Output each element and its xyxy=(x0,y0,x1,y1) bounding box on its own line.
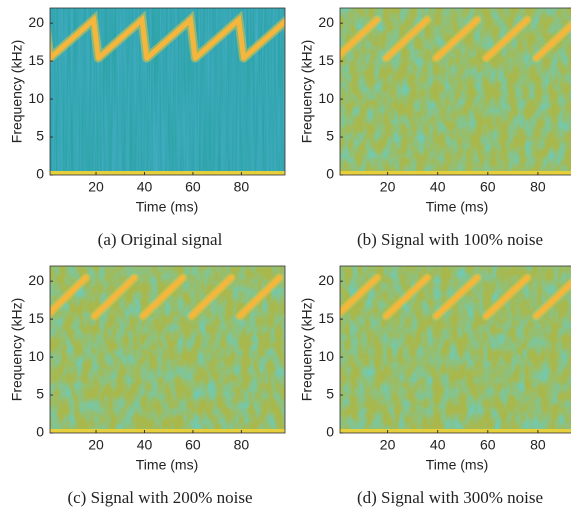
x-tick-label: 40 xyxy=(137,179,153,195)
y-tick-label: 20 xyxy=(28,14,44,30)
plot-frame xyxy=(339,7,571,176)
chirp xyxy=(340,275,571,319)
y-tick-label: 5 xyxy=(36,386,44,402)
y-axis-label: Frequency (kHz) xyxy=(9,298,25,401)
image-floor xyxy=(50,429,285,433)
x-tick-label: 40 xyxy=(430,179,446,195)
image-floor xyxy=(340,429,571,433)
image-texture xyxy=(50,8,285,175)
y-tick-label: 5 xyxy=(36,128,44,144)
x-tick-label: 40 xyxy=(137,437,153,453)
x-tick-label: 20 xyxy=(88,179,104,195)
x-tick-label: 80 xyxy=(234,179,250,195)
image-floor xyxy=(50,171,285,175)
spectrogram xyxy=(50,8,285,175)
x-tick-label: 60 xyxy=(185,437,201,453)
caption: (d) Signal with 300% noise xyxy=(357,488,543,507)
y-tick-label: 20 xyxy=(28,272,44,288)
y-tick-label: 20 xyxy=(318,14,334,30)
y-tick-label: 15 xyxy=(28,310,44,326)
y-tick-label: 10 xyxy=(28,348,44,364)
x-tick-label: 80 xyxy=(530,437,546,453)
x-tick-label: 20 xyxy=(380,179,396,195)
image-floor xyxy=(340,171,571,175)
y-axis-label: Frequency (kHz) xyxy=(299,40,315,143)
x-axis-label: Time (ms) xyxy=(426,457,488,473)
y-tick-label: 10 xyxy=(318,348,334,364)
spectrogram xyxy=(340,266,571,433)
chirp xyxy=(50,14,285,61)
x-tick-label: 60 xyxy=(480,179,496,195)
plot-frame xyxy=(49,265,286,434)
x-tick-label: 40 xyxy=(430,437,446,453)
chirp xyxy=(340,17,571,61)
y-axis-label: Frequency (kHz) xyxy=(299,298,315,401)
spectrogram xyxy=(50,266,285,433)
image-texture xyxy=(340,266,571,433)
caption: (a) Original signal xyxy=(98,230,223,249)
y-tick-label: 0 xyxy=(326,424,334,440)
x-tick-label: 80 xyxy=(234,437,250,453)
y-tick-label: 20 xyxy=(318,272,334,288)
x-tick-label: 20 xyxy=(380,437,396,453)
y-tick-label: 0 xyxy=(36,424,44,440)
spectrogram xyxy=(340,8,571,175)
x-axis-label: Time (ms) xyxy=(136,457,198,473)
x-axis-label: Time (ms) xyxy=(426,199,488,215)
y-tick-label: 10 xyxy=(28,90,44,106)
x-tick-label: 60 xyxy=(480,437,496,453)
x-tick-label: 80 xyxy=(530,179,546,195)
y-axis-label: Frequency (kHz) xyxy=(9,40,25,143)
y-tick-label: 0 xyxy=(36,166,44,182)
y-tick-label: 5 xyxy=(326,128,334,144)
x-tick-label: 60 xyxy=(185,179,201,195)
y-tick-label: 15 xyxy=(318,310,334,326)
image-texture xyxy=(340,8,571,175)
y-tick-label: 0 xyxy=(326,166,334,182)
y-tick-label: 15 xyxy=(318,52,334,68)
y-tick-label: 10 xyxy=(318,90,334,106)
chirp xyxy=(50,275,283,319)
y-tick-label: 15 xyxy=(28,52,44,68)
y-tick-label: 5 xyxy=(326,386,334,402)
x-tick-label: 20 xyxy=(88,437,104,453)
caption: (b) Signal with 100% noise xyxy=(357,230,543,249)
caption: (c) Signal with 200% noise xyxy=(67,488,252,507)
plot-frame xyxy=(339,265,571,434)
x-axis-label: Time (ms) xyxy=(136,199,198,215)
plot-frame xyxy=(49,7,286,176)
